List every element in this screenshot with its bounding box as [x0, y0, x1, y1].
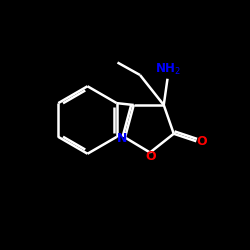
- Text: N: N: [117, 132, 128, 145]
- Text: NH$_2$: NH$_2$: [154, 62, 180, 77]
- Text: O: O: [145, 150, 156, 163]
- Text: O: O: [196, 135, 207, 148]
